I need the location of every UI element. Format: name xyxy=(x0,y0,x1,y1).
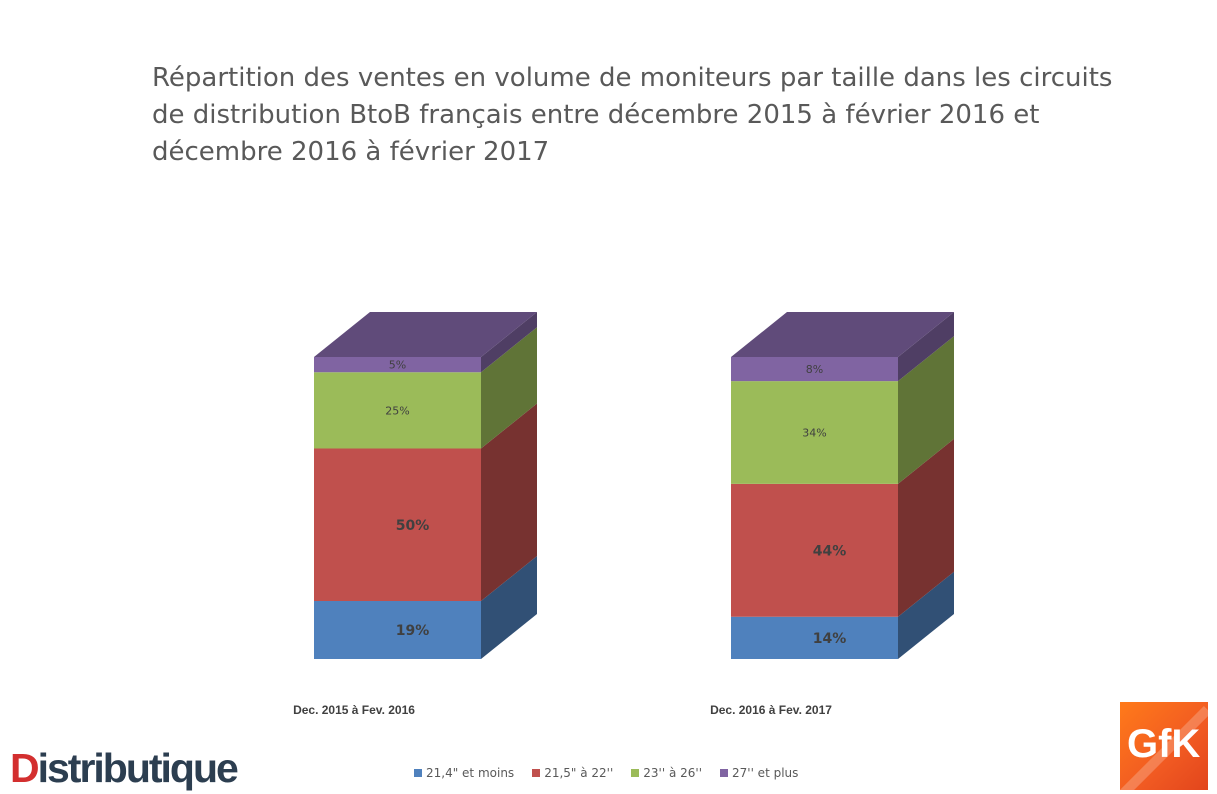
legend-item: 23'' à 26'' xyxy=(631,766,702,780)
legend: 21,4" et moins 21,5" à 22'' 23'' à 26'' … xyxy=(414,766,798,780)
bar-segment-side xyxy=(481,312,537,373)
bar-segment-side xyxy=(898,336,954,484)
legend-label: 21,5" à 22'' xyxy=(544,766,614,780)
bar-segment-top xyxy=(731,312,954,357)
bar-segment-side xyxy=(898,438,954,617)
data-label: 5% xyxy=(389,359,406,372)
gfk-logo: GfK xyxy=(1120,702,1208,790)
bar-segment xyxy=(314,357,481,373)
bar-segment xyxy=(314,601,481,659)
category-label: Dec. 2015 à Fev. 2016 xyxy=(293,703,415,717)
bar-segment xyxy=(731,381,898,484)
bar-segment-side xyxy=(481,403,537,602)
legend-label: 21,4" et moins xyxy=(426,766,515,780)
data-label: 50% xyxy=(396,518,430,534)
data-label: 14% xyxy=(813,631,847,647)
data-label: 8% xyxy=(806,363,823,376)
bar-segment xyxy=(731,616,898,659)
legend-swatch xyxy=(414,769,422,777)
bar-segment xyxy=(314,448,481,602)
bar-segment-top xyxy=(314,312,537,357)
legend-swatch xyxy=(532,769,541,777)
legend-swatch xyxy=(720,769,728,777)
bar-segment xyxy=(314,372,481,449)
legend-item: 21,4" et moins xyxy=(414,766,514,780)
legend-swatch xyxy=(631,769,640,777)
bar-segment-side xyxy=(898,312,954,382)
category-label: Dec. 2016 à Fev. 2017 xyxy=(710,703,832,717)
bar-segment-side xyxy=(481,556,537,659)
bar-segment xyxy=(731,483,898,617)
legend-label: 27'' et plus xyxy=(732,766,799,780)
bar-segment-side xyxy=(898,571,954,659)
bar-segment xyxy=(731,357,898,382)
bar-segment-side xyxy=(481,327,537,449)
legend-label: 23'' à 26'' xyxy=(643,766,702,780)
data-label: 19% xyxy=(396,623,430,639)
legend-item: 27'' et plus xyxy=(720,766,798,780)
chart-title: Répartition des ventes en volume de moni… xyxy=(152,63,1113,167)
distributique-logo: Distributique xyxy=(10,745,239,791)
legend-item: 21,5" à 22'' xyxy=(532,766,613,780)
data-label: 44% xyxy=(813,543,847,559)
data-label: 25% xyxy=(385,404,409,417)
data-label: 34% xyxy=(802,427,826,440)
